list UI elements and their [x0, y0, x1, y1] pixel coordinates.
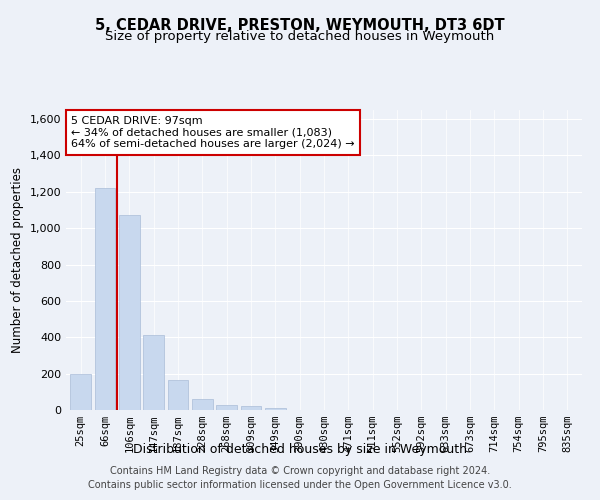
Bar	[167, 380, 188, 410]
Text: Contains public sector information licensed under the Open Government Licence v3: Contains public sector information licen…	[88, 480, 512, 490]
Bar	[143, 336, 164, 410]
Bar	[216, 404, 237, 410]
Bar	[119, 216, 140, 410]
Text: 5, CEDAR DRIVE, PRESTON, WEYMOUTH, DT3 6DT: 5, CEDAR DRIVE, PRESTON, WEYMOUTH, DT3 6…	[95, 18, 505, 32]
Text: Contains HM Land Registry data © Crown copyright and database right 2024.: Contains HM Land Registry data © Crown c…	[110, 466, 490, 476]
Bar	[192, 399, 212, 410]
Bar	[265, 408, 286, 410]
Text: Size of property relative to detached houses in Weymouth: Size of property relative to detached ho…	[106, 30, 494, 43]
Text: 5 CEDAR DRIVE: 97sqm
← 34% of detached houses are smaller (1,083)
64% of semi-de: 5 CEDAR DRIVE: 97sqm ← 34% of detached h…	[71, 116, 355, 149]
Text: Distribution of detached houses by size in Weymouth: Distribution of detached houses by size …	[133, 444, 467, 456]
Bar	[241, 406, 262, 410]
Bar	[95, 188, 115, 410]
Y-axis label: Number of detached properties: Number of detached properties	[11, 167, 24, 353]
Bar	[70, 374, 91, 410]
